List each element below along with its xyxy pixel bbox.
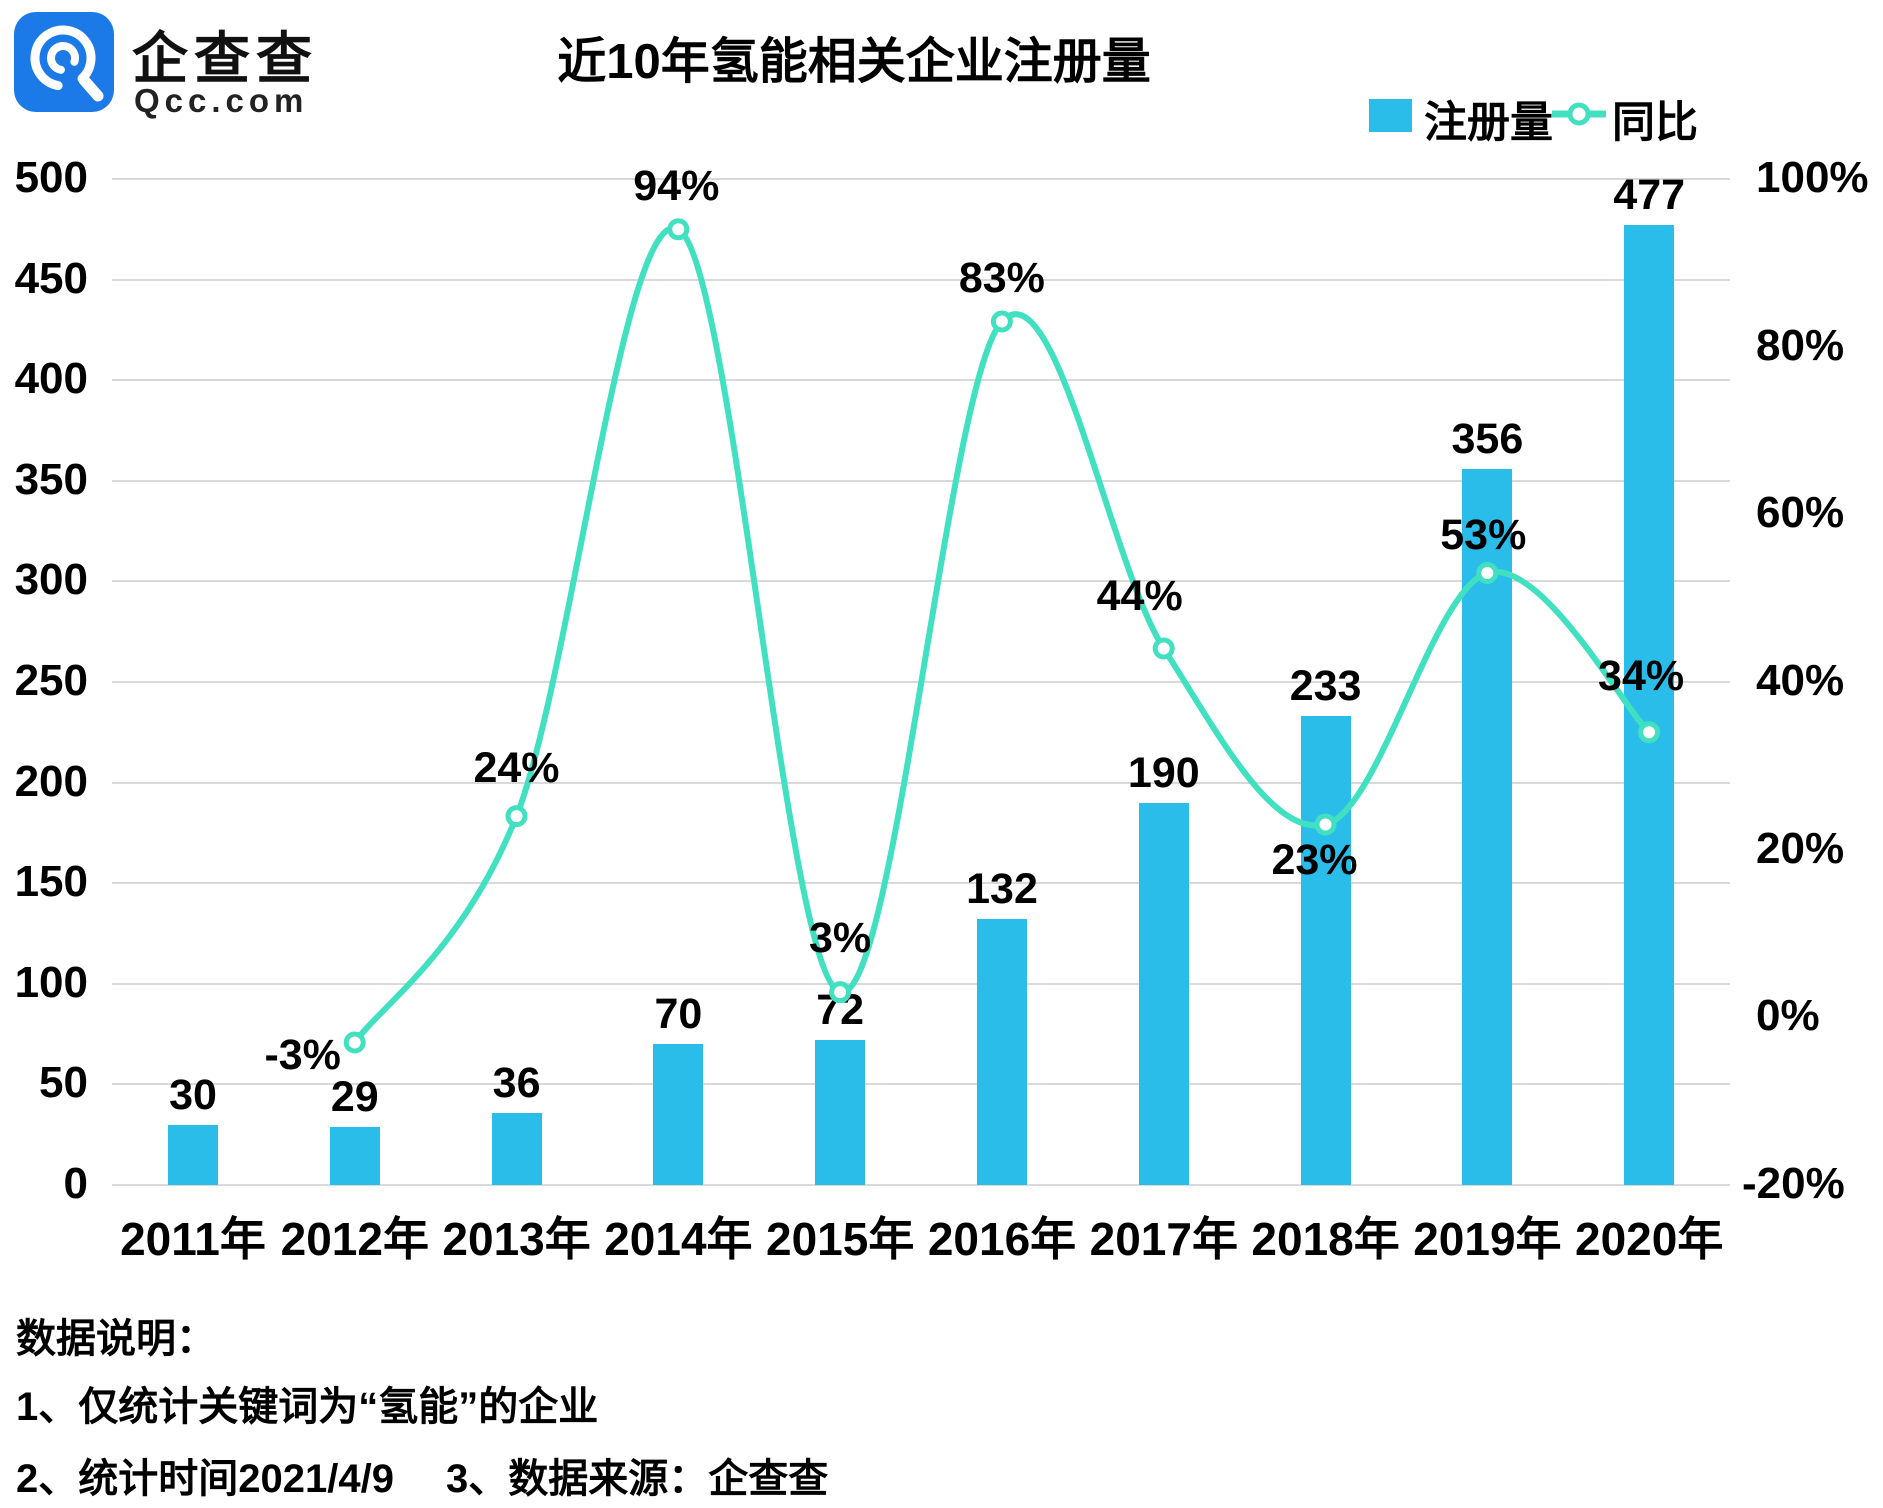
y-axis-left-tick: 150 <box>14 857 88 907</box>
footnote-heading: 数据说明： <box>16 1317 216 1361</box>
yoy-point-marker <box>1638 721 1661 744</box>
y-axis-left-tick: 450 <box>14 253 88 303</box>
x-axis-label: 2016年 <box>927 1213 1077 1265</box>
yoy-value-label: 23% <box>1271 835 1358 884</box>
y-axis-left-tick: 0 <box>63 1159 88 1208</box>
yoy-value-label: 24% <box>473 744 560 793</box>
bar-value-label: 36 <box>492 1058 541 1107</box>
chart-title: 近10年氢能相关企业注册量 <box>557 35 1151 89</box>
x-axis-label: 2013年 <box>442 1213 591 1265</box>
registration-bar <box>815 1040 866 1185</box>
x-axis-label: 2012年 <box>280 1213 429 1265</box>
footnote-line2-time: 2、统计时间2021/4/9 <box>16 1457 394 1501</box>
y-axis-right-tick: 60% <box>1756 488 1845 538</box>
y-axis-left-tick: 250 <box>14 656 88 705</box>
registration-bar <box>976 919 1027 1185</box>
gridline <box>112 278 1730 281</box>
legend-bar-swatch <box>1369 99 1412 132</box>
x-axis-label: 2011年 <box>120 1213 266 1265</box>
y-axis-left-tick: 500 <box>14 153 88 202</box>
gridline <box>112 882 1730 885</box>
yoy-value-label: -3% <box>264 1031 341 1080</box>
bar-value-label: 30 <box>169 1070 217 1119</box>
y-axis-left-tick: 300 <box>14 555 88 605</box>
gridline <box>112 479 1730 482</box>
yoy-point-marker <box>505 805 528 828</box>
legend-line-label: 同比 <box>1612 99 1698 147</box>
footnote-line2: 2、统计时间2021/4/9 3、数据来源：企查查 <box>16 1446 880 1504</box>
registration-bar <box>167 1124 218 1185</box>
registration-bar <box>329 1126 380 1185</box>
y-axis-left-tick: 350 <box>14 454 88 504</box>
y-axis-right-tick: 80% <box>1756 320 1845 370</box>
yoy-line <box>352 225 1652 1045</box>
yoy-value-label: 94% <box>633 162 720 211</box>
bar-value-label: 356 <box>1451 414 1524 463</box>
y-axis-right-tick: 20% <box>1756 823 1845 873</box>
legend-line-swatch <box>1552 102 1606 126</box>
y-axis-left-tick: 100 <box>14 957 88 1007</box>
yoy-value-label: 3% <box>809 914 872 963</box>
x-axis-label: 2017年 <box>1089 1213 1238 1265</box>
y-axis-right-tick: 0% <box>1756 991 1820 1041</box>
yoy-point-marker <box>343 1031 366 1054</box>
bar-value-label: 190 <box>1127 748 1200 797</box>
bar-value-label: 233 <box>1289 662 1362 711</box>
y-axis-right-tick: 100% <box>1756 153 1869 202</box>
gridline <box>112 982 1730 985</box>
bar-value-label: 132 <box>966 865 1038 914</box>
yoy-point-marker <box>990 310 1013 333</box>
y-axis-left-tick: 200 <box>14 756 88 806</box>
x-axis-label: 2020年 <box>1575 1213 1724 1265</box>
bar-value-label: 70 <box>654 990 703 1039</box>
y-axis-left-tick: 400 <box>14 354 88 404</box>
footnote-line2-source: 3、数据来源：企查查 <box>445 1457 829 1501</box>
gridline <box>112 580 1730 583</box>
yoy-point-marker <box>1476 562 1499 585</box>
registration-bar <box>1300 716 1351 1185</box>
y-axis-right-tick: 40% <box>1756 656 1845 705</box>
gridline <box>112 1083 1730 1086</box>
yoy-point-marker <box>1314 813 1337 836</box>
x-axis-label: 2014年 <box>604 1213 753 1265</box>
y-axis-right-tick: -20% <box>1742 1159 1845 1208</box>
footnote-line1: 1、仅统计关键词为“氢能”的企业 <box>16 1385 599 1429</box>
legend-bar-label: 注册量 <box>1424 99 1553 147</box>
yoy-value-label: 53% <box>1440 511 1527 560</box>
bar-value-label: 29 <box>330 1072 379 1121</box>
gridline <box>112 379 1730 382</box>
gridline <box>112 178 1730 180</box>
brand-name: 企查查 <box>132 27 318 90</box>
x-axis-label: 2018年 <box>1251 1213 1400 1265</box>
yoy-value-label: 34% <box>1598 652 1685 701</box>
brand-domain: Qcc.com <box>134 82 309 119</box>
gridline <box>112 781 1730 784</box>
registration-bar <box>491 1112 542 1185</box>
bar-value-label: 477 <box>1613 171 1686 220</box>
y-axis-left-tick: 50 <box>39 1058 88 1108</box>
registration-bar <box>1624 225 1675 1185</box>
gridline <box>112 1184 1730 1186</box>
x-axis-label: 2019年 <box>1413 1213 1562 1265</box>
registration-bar <box>653 1044 704 1185</box>
yoy-point-marker <box>1152 637 1175 660</box>
qcc-logo-icon <box>14 12 114 112</box>
yoy-value-label: 44% <box>1096 572 1183 621</box>
yoy-value-label: 83% <box>958 253 1045 302</box>
registration-bar <box>1138 802 1189 1185</box>
yoy-point-marker <box>829 981 852 1004</box>
x-axis-label: 2015年 <box>766 1213 915 1265</box>
yoy-point-marker <box>667 218 690 241</box>
